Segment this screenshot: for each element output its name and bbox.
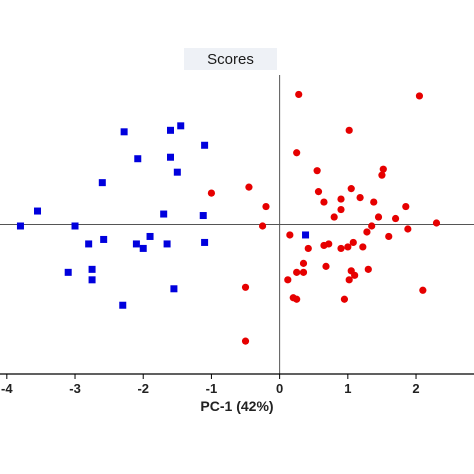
- circle-point: [314, 188, 323, 196]
- square-point: [139, 244, 147, 252]
- circle-point: [379, 165, 387, 173]
- square-point: [201, 141, 209, 149]
- x-tick-label: 0: [276, 381, 283, 396]
- square-point: [170, 285, 178, 293]
- square-point: [160, 210, 168, 218]
- circle-point: [293, 268, 301, 276]
- circle-point: [415, 92, 424, 100]
- chart-title: Scores: [184, 48, 277, 70]
- circle-point: [351, 271, 359, 279]
- square-point: [302, 231, 310, 239]
- square-point: [100, 235, 108, 243]
- circle-point: [374, 213, 383, 221]
- circle-point: [241, 337, 250, 345]
- square-point: [134, 155, 142, 163]
- circle-point: [286, 231, 294, 239]
- circle-point: [337, 205, 345, 214]
- square-point: [167, 126, 175, 134]
- circle-point: [356, 193, 364, 202]
- x-tick-label: 2: [412, 381, 419, 396]
- circle-point: [320, 198, 328, 206]
- square-point: [201, 238, 209, 246]
- x-axis-label: PC-1 (42%): [200, 398, 274, 414]
- circle-point: [320, 241, 328, 250]
- circle-point: [322, 262, 330, 270]
- circle-point: [299, 268, 308, 276]
- square-point: [120, 128, 128, 136]
- square-point: [146, 232, 154, 240]
- circle-point: [330, 213, 338, 221]
- square-point: [16, 222, 24, 230]
- square-point: [98, 179, 106, 187]
- square-point: [132, 240, 140, 248]
- circle-point: [284, 276, 292, 284]
- circle-point: [299, 259, 308, 267]
- circle-point: [347, 185, 355, 193]
- circle-point: [293, 149, 301, 157]
- square-point: [119, 301, 127, 309]
- square-point: [177, 122, 185, 130]
- square-point: [34, 207, 42, 215]
- circle-point: [391, 214, 400, 223]
- x-tick-label: -4: [1, 381, 13, 396]
- circle-point: [364, 265, 372, 273]
- circle-point: [304, 244, 312, 253]
- x-tick-label: -3: [69, 381, 81, 396]
- x-tick-label: -2: [137, 381, 149, 396]
- circle-point: [402, 202, 410, 211]
- square-point: [163, 240, 171, 248]
- circle-point: [432, 219, 441, 227]
- square-point: [64, 268, 72, 276]
- circle-point: [262, 202, 270, 211]
- circle-point: [378, 171, 386, 179]
- square-point: [88, 265, 96, 273]
- circle-point: [295, 90, 303, 99]
- circle-point: [293, 295, 301, 303]
- circle-point: [345, 126, 353, 134]
- circle-point: [359, 243, 367, 251]
- circle-point: [337, 244, 345, 253]
- square-point: [199, 212, 207, 220]
- circle-point: [258, 222, 267, 230]
- circle-point: [207, 189, 216, 197]
- square-point: [173, 168, 181, 176]
- x-tick-label: 1: [344, 381, 351, 396]
- square-point: [85, 240, 93, 248]
- square-point: [88, 276, 96, 284]
- circle-point: [241, 283, 250, 291]
- circle-point: [313, 167, 321, 175]
- circle-point: [404, 225, 412, 233]
- circle-point: [419, 286, 427, 294]
- circle-point: [368, 222, 376, 230]
- circle-point: [349, 238, 357, 247]
- circle-point: [340, 295, 349, 303]
- x-tick-label: -1: [206, 381, 218, 396]
- circle-point: [345, 276, 353, 284]
- circle-point: [344, 243, 352, 251]
- circle-point: [370, 198, 378, 206]
- square-point: [71, 222, 79, 230]
- circle-point: [245, 183, 253, 191]
- circle-point: [385, 232, 393, 241]
- square-point: [167, 153, 175, 161]
- circle-point: [363, 228, 371, 236]
- circle-point: [337, 195, 345, 203]
